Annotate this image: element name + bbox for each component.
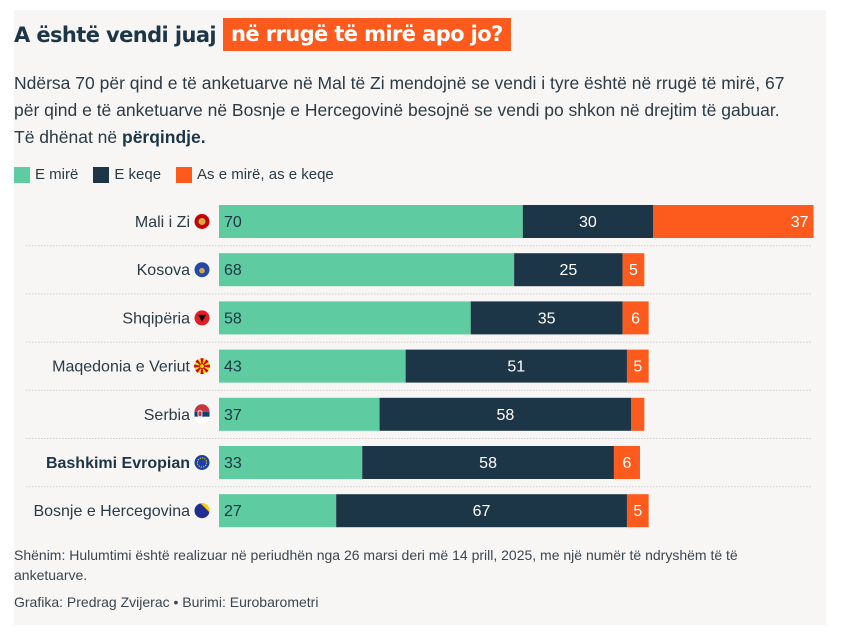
kosovo-flag-map xyxy=(199,267,205,274)
subtitle-text: Ndërsa 70 për qind e të anketuarve në Ma… xyxy=(14,73,785,147)
data-label: 37 xyxy=(224,407,242,424)
bar-segment xyxy=(379,397,632,431)
bar-segment xyxy=(622,301,649,335)
north-macedonia-flag-sun xyxy=(199,363,205,370)
legend-swatch-good xyxy=(14,166,30,183)
north-macedonia-flag-ray xyxy=(202,364,210,368)
data-label: 58 xyxy=(497,407,515,424)
bar-segment xyxy=(219,301,471,335)
data-label: 5 xyxy=(629,262,638,279)
legend-label-neither: As e mirë, as e keqe xyxy=(197,166,334,183)
subtitle-bold: përqindje. xyxy=(122,127,206,147)
data-label: 37 xyxy=(791,214,809,231)
category-label: Kosova xyxy=(137,262,190,279)
bar-segment xyxy=(336,494,627,528)
bar-segment xyxy=(362,446,614,479)
bar-segment xyxy=(631,397,645,431)
bar-segment xyxy=(522,205,653,238)
legend-swatch-neither xyxy=(176,166,193,183)
serbia-flag-stripe-white xyxy=(194,416,210,425)
data-label: 27 xyxy=(224,503,242,520)
bar-segment xyxy=(626,349,649,383)
north-macedonia-flag-ray xyxy=(200,358,204,367)
serbia-flag-icon xyxy=(194,404,210,412)
bar-segment xyxy=(219,446,363,479)
category-label: Mali i Zi xyxy=(135,214,190,231)
eu-flag-stars xyxy=(196,457,208,468)
bar-segment xyxy=(613,446,640,479)
data-label: 5 xyxy=(633,359,642,376)
bar-segment xyxy=(405,349,627,383)
category-label: Maqedonia e Veriut xyxy=(52,359,190,376)
bosnia-flag-triangle-fill xyxy=(200,503,210,513)
bar-segment xyxy=(219,494,337,528)
legend-label-good: E mirë xyxy=(35,166,79,183)
data-label: 58 xyxy=(224,310,242,327)
legend-item-good: E mirë xyxy=(14,166,78,183)
data-label: 33 xyxy=(224,455,242,472)
category-label: Serbia xyxy=(144,407,190,424)
bar-segment xyxy=(219,253,515,287)
chart-footer: Shënim: Hulumtimi është realizuar në per… xyxy=(14,545,804,612)
data-label: 35 xyxy=(538,310,556,327)
montenegro-flag-emblem xyxy=(198,218,206,225)
legend-item-bad: E keqe xyxy=(93,166,161,183)
category-label: Bosnje e Hercegovina xyxy=(33,503,190,520)
footer-note: Shënim: Hulumtimi është realizuar në per… xyxy=(14,547,738,583)
bar-segment xyxy=(653,205,814,238)
data-label: 51 xyxy=(507,359,525,376)
bar-segment xyxy=(219,397,380,431)
data-label: 70 xyxy=(224,214,242,231)
serbia-flag-shield xyxy=(197,410,203,418)
data-label: 25 xyxy=(559,262,577,279)
data-label: 5 xyxy=(633,503,642,520)
eu-flag-icon xyxy=(194,455,210,470)
category-label: Shqipëria xyxy=(122,310,190,327)
data-label: 68 xyxy=(224,262,242,279)
chart-subtitle: Ndërsa 70 për qind e të anketuarve në Ma… xyxy=(14,70,804,151)
bar-segment xyxy=(219,205,523,238)
chart-title: A është vendi juaj në rrugë të mirë apo … xyxy=(14,18,511,51)
title-part1: A është vendi juaj xyxy=(14,22,217,47)
bar-segment xyxy=(514,253,623,287)
data-label: 6 xyxy=(631,310,640,327)
legend-item-neither: As e mirë, as e keqe xyxy=(176,166,334,183)
data-label: 43 xyxy=(224,359,242,376)
bar-segment xyxy=(219,349,406,383)
data-label: 58 xyxy=(479,455,497,472)
data-label: 6 xyxy=(623,455,632,472)
title-highlight: në rrugë të mirë apo jo? xyxy=(223,18,511,51)
data-label: 30 xyxy=(579,214,597,231)
bar-segment xyxy=(622,253,645,287)
legend: E mirë E keqe As e mirë, as e keqe xyxy=(14,166,349,183)
albania-flag-eagle xyxy=(198,314,206,322)
north-macedonia-flag-ray xyxy=(200,366,204,374)
footer-credit: Grafika: Predrag Zvijerac • Burimi: Euro… xyxy=(14,594,319,610)
legend-swatch-bad xyxy=(93,166,110,183)
north-macedonia-flag-ray xyxy=(194,364,202,368)
data-label: 67 xyxy=(473,503,491,520)
bar-segment xyxy=(626,494,649,528)
category-label: Bashkimi Evropian xyxy=(46,455,190,472)
legend-label-bad: E keqe xyxy=(114,166,162,183)
bar-segment xyxy=(470,301,623,335)
